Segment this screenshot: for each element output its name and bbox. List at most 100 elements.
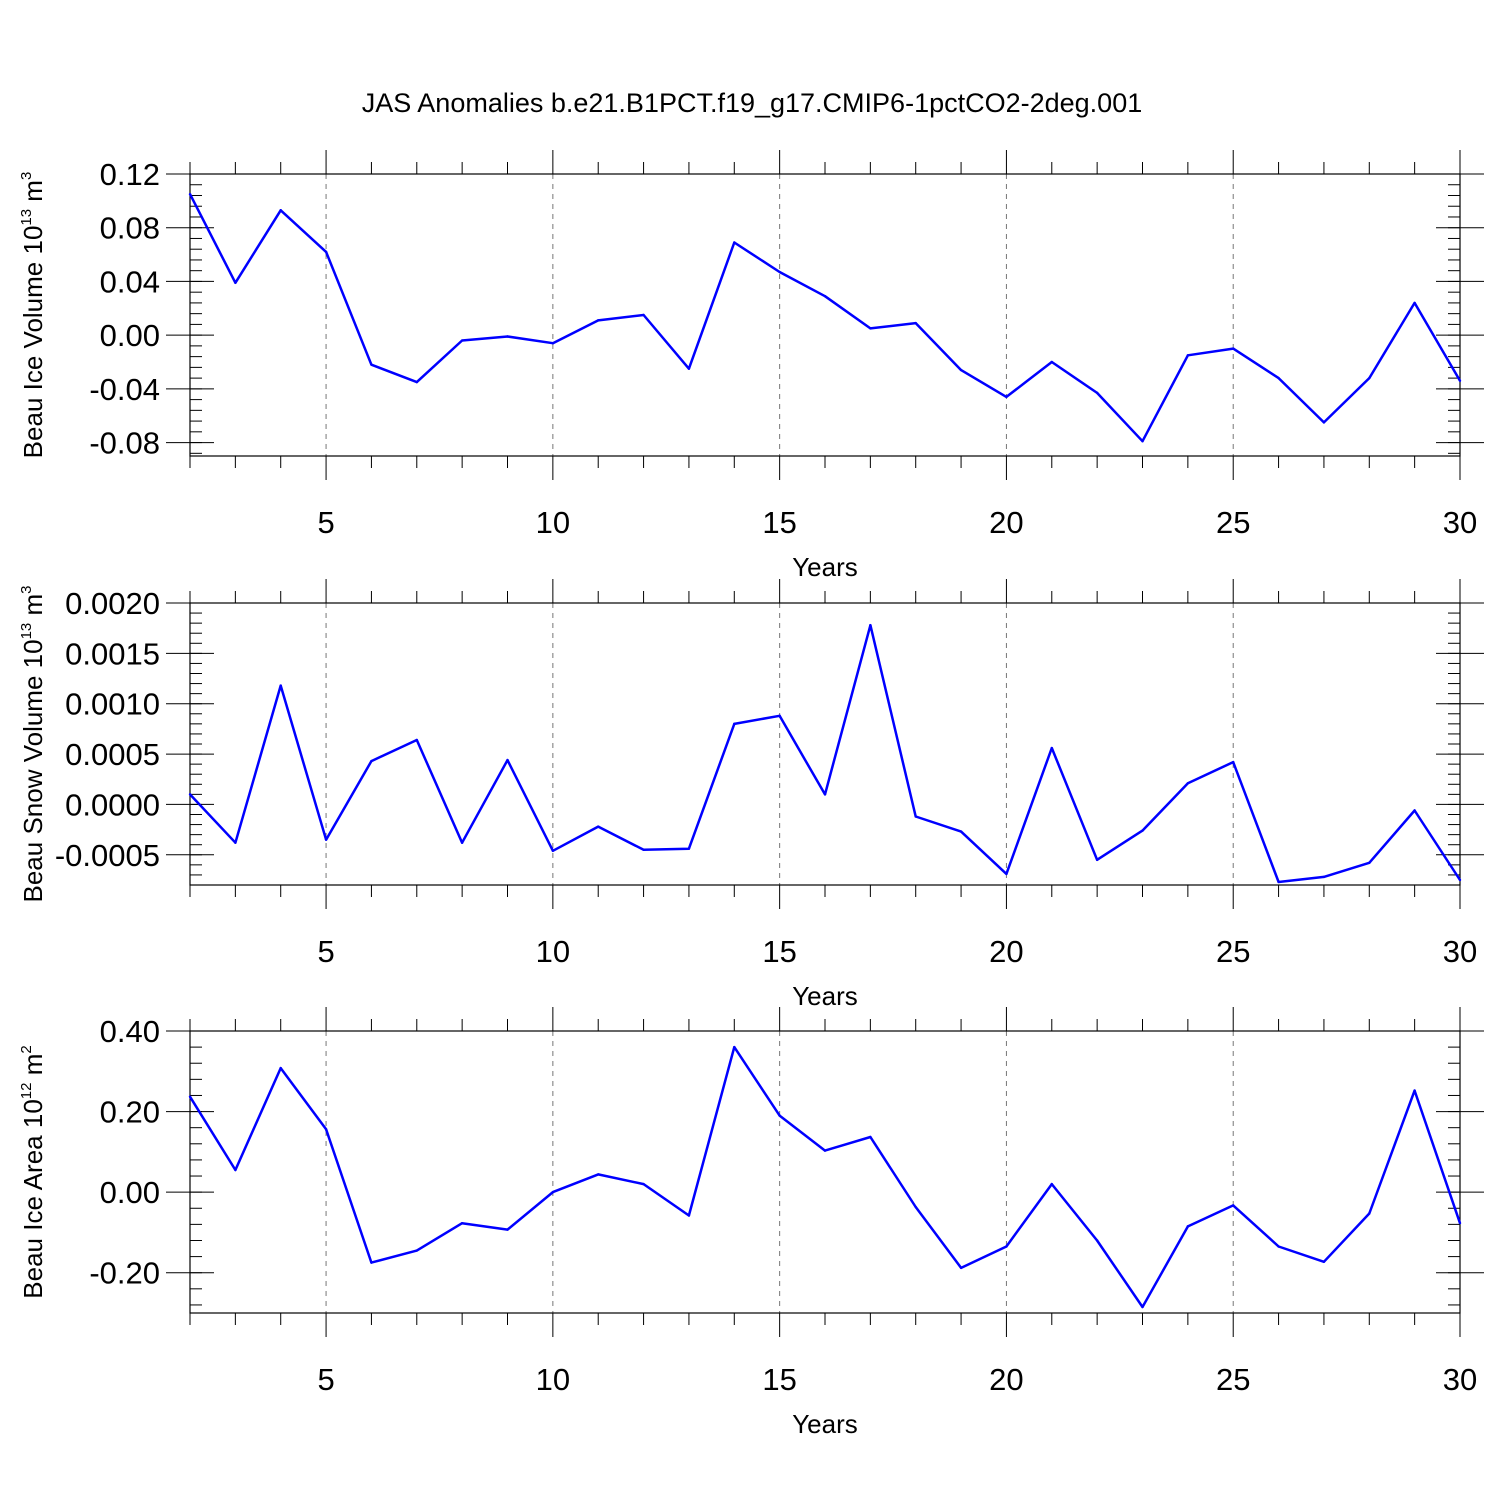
data-point	[551, 1190, 555, 1194]
y-axis-label: Beau Snow Volume 1013 m3	[18, 586, 48, 903]
data-point	[1232, 347, 1235, 350]
y-tick-label: 0.0015	[65, 636, 160, 671]
data-point	[959, 830, 963, 833]
data-point	[778, 1114, 781, 1117]
data-point	[687, 367, 691, 370]
x-tick-label: 15	[762, 505, 796, 540]
data-point	[914, 815, 917, 818]
x-tick-label: 15	[762, 1362, 796, 1397]
data-point	[1050, 360, 1053, 364]
data-point	[1277, 1245, 1280, 1248]
data-point	[324, 1128, 328, 1131]
data-point	[1050, 746, 1053, 750]
data-point	[460, 841, 464, 844]
data-point	[324, 250, 328, 254]
data-point	[1141, 1305, 1144, 1309]
data-point	[1322, 875, 1326, 879]
y-axis-label-unit: m	[18, 1054, 48, 1083]
y-tick-label: 0.00	[100, 318, 160, 353]
data-point	[642, 313, 645, 317]
data-point	[1186, 354, 1190, 357]
x-tick-label: 10	[536, 934, 570, 969]
x-axis-label: Years	[792, 981, 858, 1011]
y-axis-label-sup: 13	[18, 623, 35, 640]
y-tick-label: -0.08	[89, 426, 160, 461]
y-axis-label-unit: m	[18, 594, 48, 623]
data-point	[460, 1221, 464, 1225]
y-tick-label: 0.00	[100, 1175, 160, 1210]
x-tick-label: 25	[1216, 934, 1250, 969]
data-point	[914, 1205, 917, 1209]
y-tick-label: -0.0005	[55, 838, 160, 873]
data-point	[415, 738, 418, 742]
data-point	[370, 1261, 373, 1264]
data-point	[733, 722, 736, 726]
x-axis-label: Years	[792, 552, 858, 582]
data-point	[1322, 421, 1326, 424]
y-axis-label-sup: 12	[18, 1083, 35, 1100]
data-point	[597, 319, 600, 322]
x-tick-label: 25	[1216, 505, 1250, 540]
y-axis-label-sup: 2	[18, 1045, 35, 1053]
y-tick-label: 0.0005	[65, 737, 160, 772]
y-tick-label: 0.0020	[65, 586, 160, 621]
data-point	[1458, 1221, 1462, 1225]
data-point	[1186, 1225, 1190, 1228]
data-point	[188, 1095, 192, 1098]
data-point	[1277, 880, 1280, 884]
data-point	[506, 335, 509, 338]
chart-title: JAS Anomalies b.e21.B1PCT.f19_g17.CMIP6-…	[362, 88, 1142, 118]
data-point	[506, 1228, 509, 1231]
y-axis-label-text: Beau Snow Volume 10	[18, 639, 48, 902]
x-tick-label: 5	[317, 1362, 334, 1397]
data-point	[1277, 376, 1280, 380]
data-point	[1095, 1239, 1099, 1242]
y-tick-label: 0.12	[100, 157, 160, 192]
data-point	[1005, 1245, 1008, 1248]
data-point	[823, 793, 827, 796]
x-tick-label: 15	[762, 934, 796, 969]
x-tick-label: 30	[1443, 934, 1477, 969]
data-point	[234, 281, 237, 284]
x-tick-label: 20	[989, 1362, 1023, 1397]
data-point	[733, 241, 736, 244]
y-tick-label: 0.08	[100, 211, 160, 246]
data-point	[1232, 1204, 1235, 1207]
x-tick-label: 10	[536, 505, 570, 540]
y-tick-label: 0.0000	[65, 787, 160, 822]
x-tick-label: 20	[989, 505, 1023, 540]
y-axis-label: Beau Ice Area 1012 m2	[18, 1045, 48, 1298]
data-point	[1368, 376, 1371, 380]
data-point	[279, 1066, 282, 1070]
x-tick-label: 30	[1443, 505, 1477, 540]
data-point	[1232, 760, 1235, 764]
data-point	[188, 793, 192, 796]
y-axis-label-sup: 3	[18, 586, 35, 594]
data-point	[823, 1149, 827, 1152]
data-point	[1368, 861, 1371, 865]
y-tick-label: 0.0010	[65, 687, 160, 722]
x-tick-label: 5	[317, 505, 334, 540]
data-point	[733, 1045, 736, 1049]
data-point	[234, 1168, 237, 1172]
x-axis-label: Years	[792, 1409, 858, 1439]
data-point	[370, 759, 373, 763]
y-tick-label: 0.40	[100, 1014, 160, 1049]
panel-3: 5 10 15 20 25 30 Years -0.20 0.00 0.20 0.40 Beau Ic…	[18, 1007, 1484, 1439]
data-point	[1141, 829, 1144, 832]
y-tick-label: 0.04	[100, 264, 160, 299]
x-tick-label: 30	[1443, 1362, 1477, 1397]
data-point	[869, 623, 872, 627]
x-tick-label: 25	[1216, 1362, 1250, 1397]
data-point	[1413, 809, 1416, 812]
data-point	[642, 848, 645, 851]
data-point	[1368, 1212, 1371, 1215]
data-point	[687, 1214, 691, 1217]
data-point	[1322, 1260, 1326, 1264]
panels: 5 10 15 20 25 30Years-0.08-0.040.000.040.080.…	[18, 150, 1484, 1439]
data-point	[460, 339, 464, 342]
data-point	[1141, 440, 1144, 443]
data-point	[1186, 782, 1190, 785]
panel-1: 5 10 15 20 25 30 Years -0.08 -0.04 0.00 0.04 0.08 0.…	[18, 150, 1484, 582]
